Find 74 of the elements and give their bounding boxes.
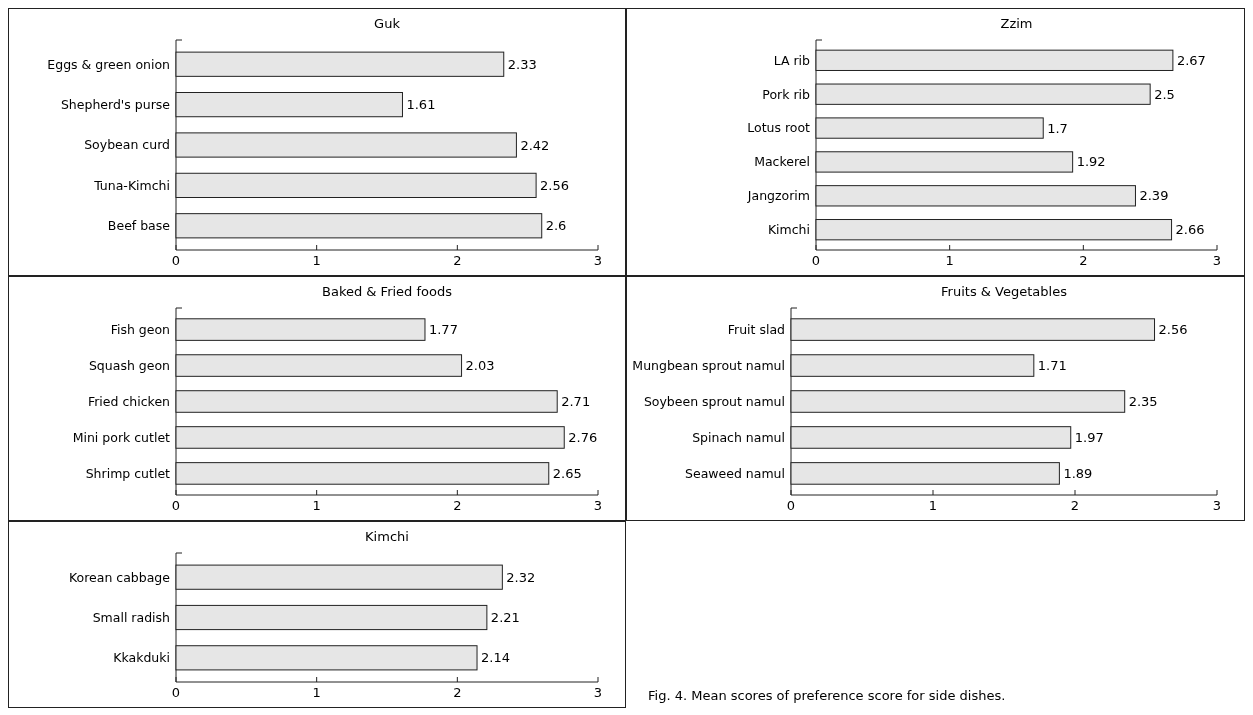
data-label: 2.35 (1128, 394, 1158, 410)
data-label: 2.14 (481, 650, 510, 666)
y-tick-label: Lotus root (747, 120, 811, 136)
y-tick-label: Soybeen sprout namul (643, 393, 785, 409)
chart-title: Fruits & Vegetables (941, 284, 1068, 299)
y-tick-label: Eggs & green onion (47, 56, 170, 72)
data-label: 1.61 (406, 97, 436, 113)
data-label: 2.71 (561, 394, 591, 410)
y-tick-label: Beef base (107, 218, 171, 234)
y-tick-label: Kkakduki (113, 650, 170, 666)
x-tick-label: 2 (1070, 498, 1080, 513)
y-tick-label: Squash geon (88, 357, 170, 373)
y-tick-label: Fish geon (110, 321, 170, 337)
chart-title: Zzim (1000, 16, 1033, 31)
y-tick-label: Fried chicken (87, 393, 170, 409)
data-label: 2.33 (507, 56, 537, 72)
x-tick-label: 2 (1079, 253, 1088, 268)
y-tick-label: Kimchi (767, 222, 810, 238)
chart-title: Guk (374, 16, 401, 31)
data-label: 2.6 (545, 218, 567, 234)
chart-title: Kimchi (365, 529, 409, 544)
x-tick-label: 0 (171, 498, 181, 513)
x-tick-label: 1 (945, 253, 954, 268)
x-tick-label: 0 (171, 685, 181, 700)
data-label: 1.7 (1047, 120, 1068, 136)
data-label: 2.32 (506, 569, 536, 585)
x-tick-label: 2 (453, 498, 462, 513)
x-tick-label: 2 (453, 685, 462, 700)
data-label: 1.97 (1074, 430, 1104, 446)
x-tick-label: 1 (312, 253, 321, 268)
y-tick-label: Seaweed namul (685, 465, 785, 481)
data-label: 2.76 (568, 430, 598, 446)
data-label: 2.56 (540, 177, 570, 193)
chart-title: Baked & Fried foods (322, 284, 453, 299)
y-tick-label: Jangzorim (746, 188, 810, 204)
x-tick-label: 1 (928, 498, 938, 513)
x-tick-label: 1 (312, 498, 321, 513)
data-label: 2.5 (1154, 86, 1175, 102)
caption: Fig. 4. Mean scores of preference score for side dishes. (648, 688, 1006, 703)
y-tick-label: Fruit slad (727, 321, 785, 337)
data-label: 1.71 (1037, 358, 1067, 374)
data-label: 2.66 (1175, 222, 1205, 238)
x-tick-label: 3 (1212, 498, 1222, 513)
x-tick-label: 3 (1212, 253, 1222, 268)
y-tick-label: LA rib (773, 52, 811, 68)
y-tick-label: Spinach namul (692, 429, 785, 445)
x-tick-label: 3 (593, 253, 603, 268)
y-tick-label: Shrimp cutlet (85, 465, 171, 481)
x-tick-label: 3 (593, 498, 603, 513)
y-tick-label: Mungbean sprout namul (632, 357, 785, 373)
x-tick-label: 0 (171, 253, 181, 268)
data-label: 2.03 (465, 358, 495, 374)
data-label: 2.39 (1139, 188, 1169, 204)
y-tick-label: Korean cabbage (68, 569, 171, 585)
y-tick-label: Mackerel (754, 154, 810, 170)
data-label: 2.65 (552, 465, 582, 481)
data-label: 2.21 (490, 610, 520, 626)
data-label: 2.67 (1176, 52, 1206, 68)
data-label: 2.42 (520, 137, 550, 153)
data-label: 2.56 (1158, 322, 1188, 338)
x-tick-label: 0 (786, 498, 796, 513)
x-tick-label: 1 (312, 685, 321, 700)
x-tick-label: 0 (811, 253, 821, 268)
data-label: 1.92 (1076, 154, 1106, 170)
y-tick-label: Shepherd's purse (60, 96, 171, 112)
y-tick-label: Tuna-Kimchi (93, 177, 170, 193)
x-tick-label: 2 (453, 253, 462, 268)
y-tick-label: Soybean curd (84, 137, 170, 153)
data-label: 1.89 (1063, 465, 1093, 481)
y-tick-label: Mini pork cutlet (72, 429, 171, 445)
x-tick-label: 3 (593, 685, 603, 700)
y-tick-label: Small radish (92, 609, 170, 625)
y-tick-label: Pork rib (762, 86, 811, 102)
data-label: 1.77 (428, 322, 458, 338)
